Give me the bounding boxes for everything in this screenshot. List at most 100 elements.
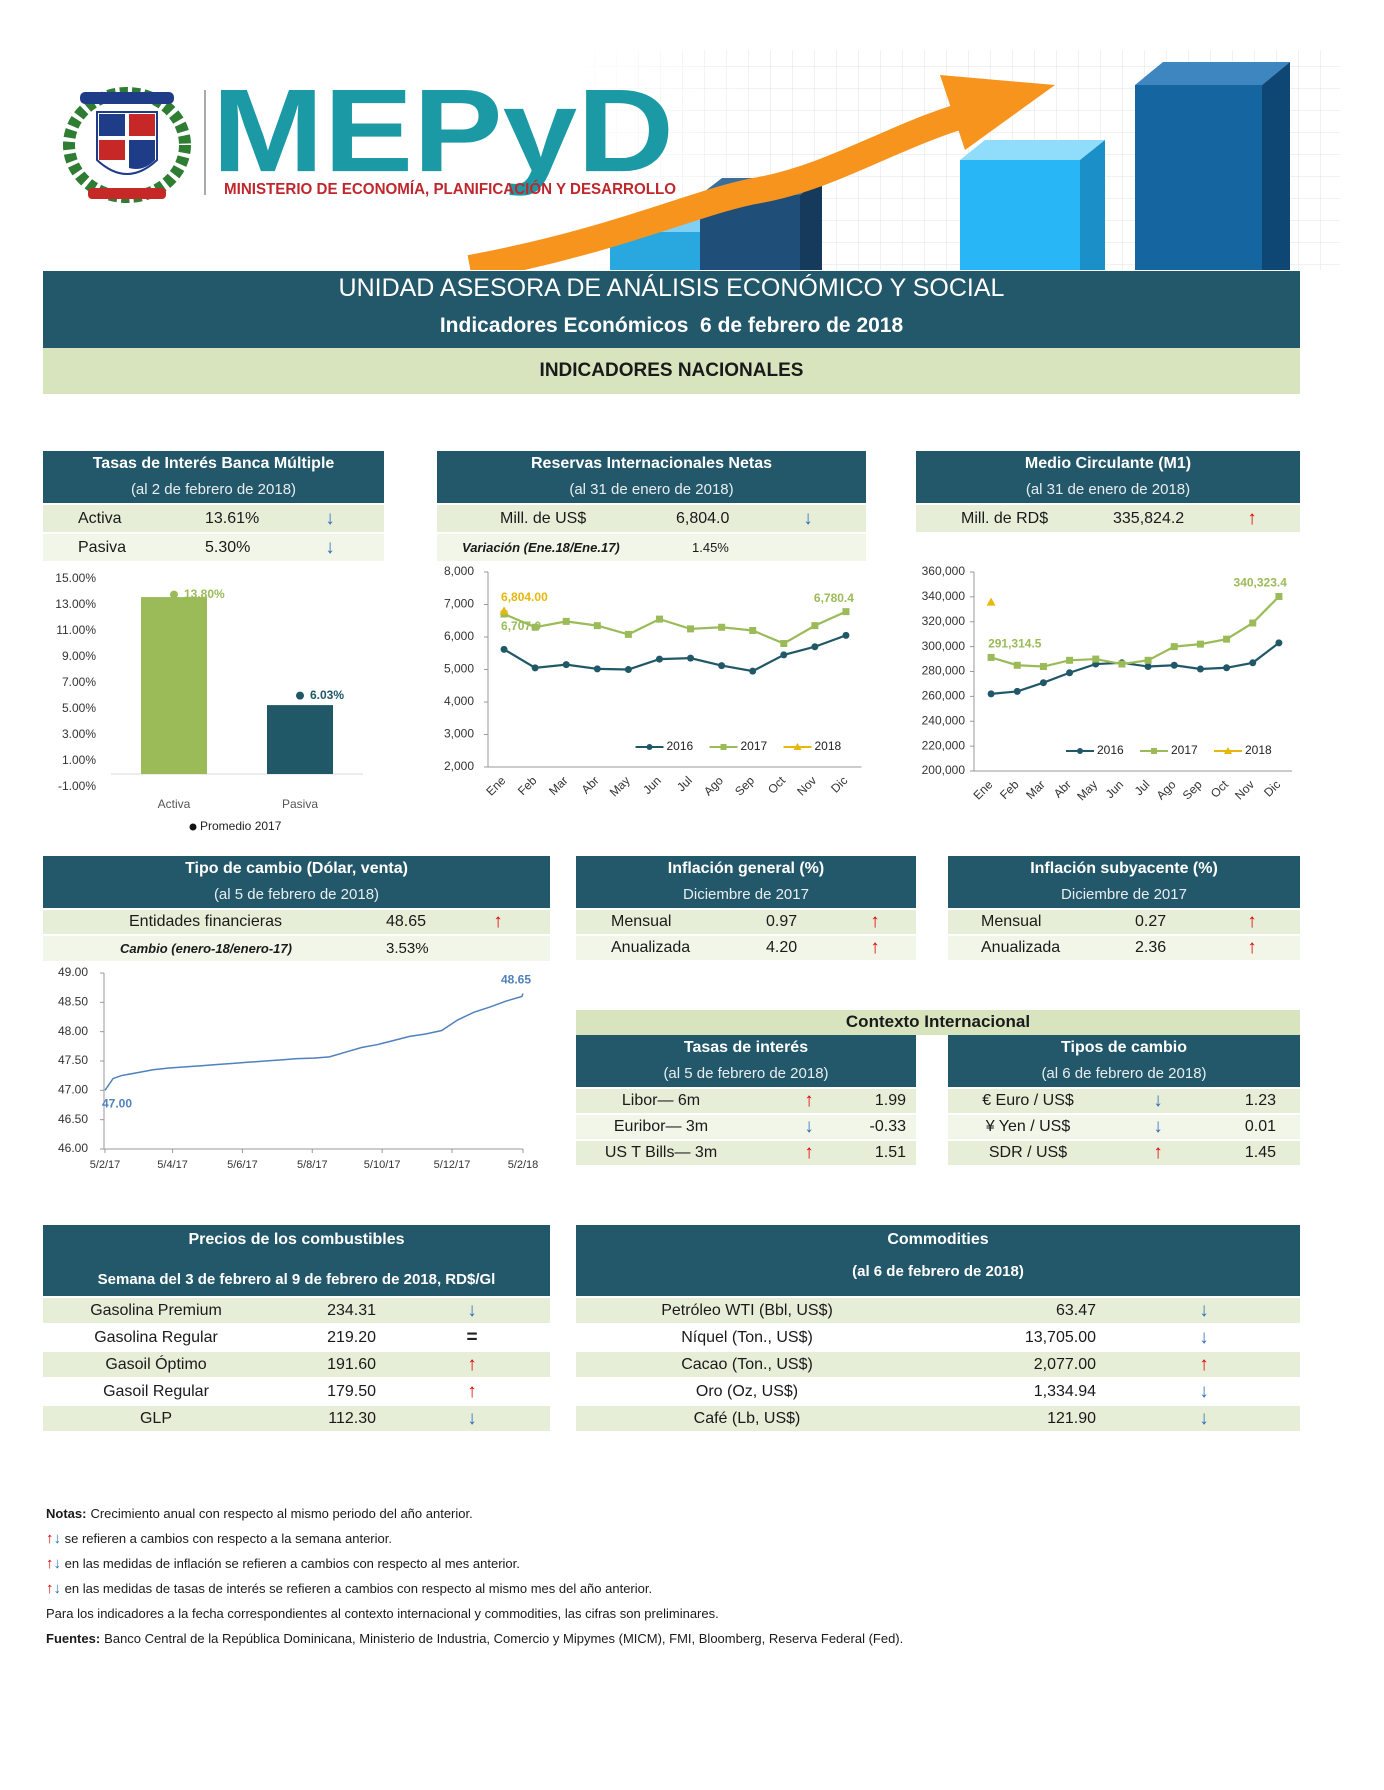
chart: -1.00% 1.00% 3.00% 5.00% 7.00% 9.00% 11.00% 13.… xyxy=(55,571,363,833)
row-value: 121.90 xyxy=(1047,1410,1096,1427)
note-text: en las medidas de tasas de interés se re… xyxy=(64,1581,653,1596)
row-value: 1.51 xyxy=(874,1144,906,1161)
marker xyxy=(1077,748,1083,754)
marker xyxy=(1144,663,1152,671)
y-tick-label: 340,000 xyxy=(922,589,966,603)
marker xyxy=(593,622,601,630)
panel-title: Tasas de interés xyxy=(683,1039,809,1056)
note-arrow: ↑ xyxy=(46,1580,54,1597)
y-tick-label: 3,000 xyxy=(444,727,474,741)
data-label: 6.03% xyxy=(310,688,344,702)
x-tick-label: 5/8/17 xyxy=(297,1159,328,1171)
marker xyxy=(1118,660,1126,668)
row-label: SDR / US$ xyxy=(988,1144,1068,1161)
row-label: Níquel (Ton., US$) xyxy=(681,1329,813,1346)
row-label: Anualizada xyxy=(981,939,1061,956)
x-tick-label: Oct xyxy=(765,773,789,797)
y-tick-label: 49.00 xyxy=(58,965,88,979)
y-tick-label: 47.00 xyxy=(58,1083,88,1097)
y-tick-label: 11.00% xyxy=(56,623,96,637)
y-tick-label: 240,000 xyxy=(922,713,966,727)
chart: 46.00 46.50 47.00 47.50 48.00 48.50 49.00 5/2/1… xyxy=(58,965,538,1171)
row-label: Euribor— 3m xyxy=(613,1118,709,1135)
trend-arrow: ↑ xyxy=(467,1381,477,1402)
x-tick-label: Activa xyxy=(158,797,191,811)
row-label: Libor— 6m xyxy=(621,1092,701,1109)
y-tick-label: 4,000 xyxy=(444,694,474,708)
row-label: GLP xyxy=(139,1410,172,1427)
note-text: en las medidas de inflación se refieren … xyxy=(64,1556,520,1571)
trend-arrow: ↑ xyxy=(804,1142,814,1163)
trend-arrow: ↓ xyxy=(1153,1116,1163,1137)
legend-label: Promedio 2017 xyxy=(200,819,282,833)
trend-arrow: ↓ xyxy=(804,1116,814,1137)
trend-arrow: ↑ xyxy=(1247,911,1257,932)
x-tick-label: Mar xyxy=(1023,777,1048,802)
note-arrow: ↑ xyxy=(46,1530,54,1547)
panel-date: (al 31 de enero de 2018) xyxy=(1025,481,1191,498)
panel-title: Precios de los combustibles xyxy=(188,1231,405,1248)
marker xyxy=(987,690,995,698)
panel-title: Reservas Internacionales Netas xyxy=(530,455,772,472)
legend-label: 2017 xyxy=(741,739,768,753)
table-row xyxy=(576,1379,1300,1404)
note-line: ↑↓ en las medidas de inflación se refier… xyxy=(46,1553,1296,1575)
marker xyxy=(780,651,788,659)
x-tick-label: Ago xyxy=(701,773,726,798)
trend-arrow: ↓ xyxy=(467,1408,477,1429)
marker xyxy=(1224,747,1232,754)
table-row xyxy=(948,936,1300,960)
row-value: 191.60 xyxy=(327,1356,376,1373)
x-tick-label: Nov xyxy=(1232,777,1257,802)
x-tick-label: Feb xyxy=(997,777,1022,802)
row-value: 13,705.00 xyxy=(1024,1329,1096,1346)
row-label: Cacao (Ton., US$) xyxy=(681,1356,813,1373)
row-label: Petróleo WTI (Bbl, US$) xyxy=(661,1302,833,1319)
average-dot xyxy=(296,691,304,700)
data-label: 47.00 xyxy=(102,1097,132,1111)
trend-arrow: ↓ xyxy=(803,508,813,529)
x-tick-label: 5/2/17 xyxy=(90,1159,121,1171)
x-tick-label: May xyxy=(1074,777,1100,803)
trend-arrow: ↑ xyxy=(870,937,880,958)
row-value: 2,077.00 xyxy=(1033,1356,1096,1373)
data-label: 48.65 xyxy=(501,973,531,987)
panel-header xyxy=(576,1035,916,1087)
marker xyxy=(1151,748,1157,754)
table-row xyxy=(948,1115,1300,1139)
row-value: 0.97 xyxy=(766,913,798,930)
data-label: 6,804.00 xyxy=(501,590,548,604)
y-tick-label: 3.00% xyxy=(62,727,96,741)
row-value: 219.20 xyxy=(327,1329,376,1346)
x-tick-label: 5/12/17 xyxy=(434,1159,471,1171)
marker xyxy=(811,622,819,630)
table-row xyxy=(43,1325,550,1350)
header-graphic: MEPyD MINISTERIO DE ECONOMÍA, PLANIFICAC… xyxy=(63,50,1340,270)
table-row xyxy=(576,910,916,934)
trend-arrow: ↑ xyxy=(493,911,503,932)
marker xyxy=(1144,656,1152,664)
x-tick-label: Sep xyxy=(732,773,757,798)
note-arrow: ↓ xyxy=(53,1555,62,1572)
row-value: 112.30 xyxy=(328,1410,376,1427)
y-tick-label: 5,000 xyxy=(444,662,474,676)
row-value: 13.61% xyxy=(205,510,260,527)
variation-value: 1.45% xyxy=(692,540,729,555)
marker xyxy=(687,625,695,633)
table-row xyxy=(576,1406,1300,1431)
x-tick-label: Sep xyxy=(1180,777,1205,802)
marker xyxy=(1066,669,1074,677)
marker xyxy=(562,661,570,669)
change-value: 3.53% xyxy=(386,940,429,957)
trend-arrow: ↓ xyxy=(325,537,335,558)
trend-arrow: ↓ xyxy=(1199,1300,1209,1321)
marker xyxy=(531,623,539,631)
panel-date: (al 5 de febrero de 2018) xyxy=(213,886,380,903)
marker xyxy=(987,653,995,661)
x-tick-label: Dic xyxy=(828,773,850,795)
marker xyxy=(811,643,819,651)
marker xyxy=(780,640,788,647)
panel-header xyxy=(948,856,1300,908)
x-tick-label: Ene xyxy=(970,777,995,802)
